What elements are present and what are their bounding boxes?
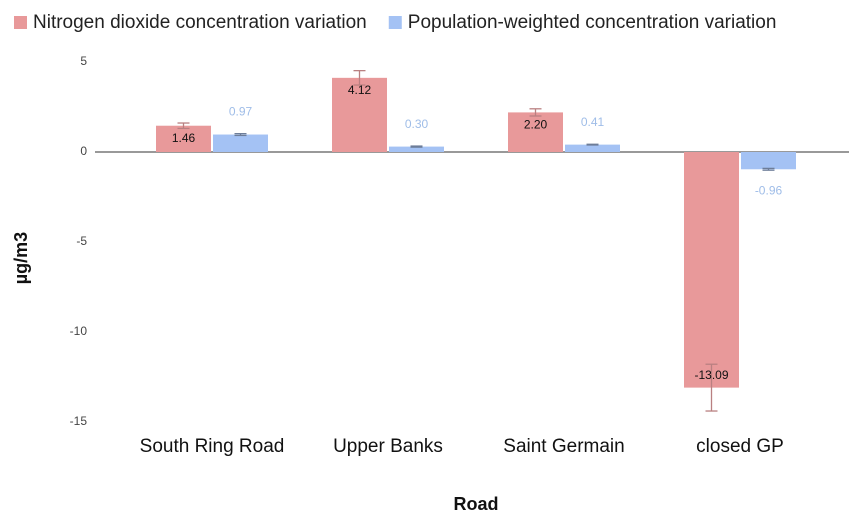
- y-axis-title: µg/m3: [11, 232, 31, 284]
- bar: [213, 134, 268, 152]
- legend-swatch: [14, 16, 27, 29]
- value-label: 2.20: [524, 118, 548, 132]
- value-label: 0.97: [229, 105, 253, 119]
- error-bar: [234, 132, 247, 137]
- legend-label: Population-weighted concentration variat…: [408, 12, 777, 33]
- bar: [741, 152, 796, 170]
- bar: [156, 125, 211, 152]
- x-tick-label: South Ring Road: [140, 436, 285, 457]
- y-tick-label: 0: [80, 144, 87, 158]
- error-bar: [353, 69, 366, 86]
- error-bar: [586, 143, 599, 146]
- bar: [389, 146, 444, 152]
- y-tick-label: 5: [80, 54, 87, 68]
- error-bar: [529, 108, 542, 117]
- value-label: 4.12: [348, 83, 372, 97]
- bar: [332, 77, 387, 152]
- bar: [565, 144, 620, 152]
- y-tick-label: -15: [70, 414, 88, 428]
- y-tick-label: -5: [76, 234, 87, 248]
- x-tick-label: Saint Germain: [503, 436, 624, 457]
- value-label: -13.09: [694, 368, 728, 382]
- legend-swatch: [388, 16, 402, 29]
- value-label: 1.46: [172, 131, 196, 145]
- bar: [684, 152, 739, 388]
- value-label: 0.41: [581, 115, 605, 129]
- error-bar: [705, 363, 718, 412]
- x-axis-title: Road: [454, 494, 499, 514]
- x-tick-label: Upper Banks: [333, 436, 443, 457]
- y-tick-label: -10: [70, 324, 88, 338]
- error-bar: [762, 167, 775, 171]
- error-bar: [410, 145, 423, 148]
- x-tick-label: closed GP: [696, 436, 784, 457]
- bar: [508, 112, 563, 152]
- value-label: -0.96: [755, 183, 783, 197]
- legend-label: Nitrogen dioxide concentration variation: [33, 12, 367, 33]
- value-label: 0.30: [405, 117, 429, 131]
- error-bar: [177, 122, 190, 130]
